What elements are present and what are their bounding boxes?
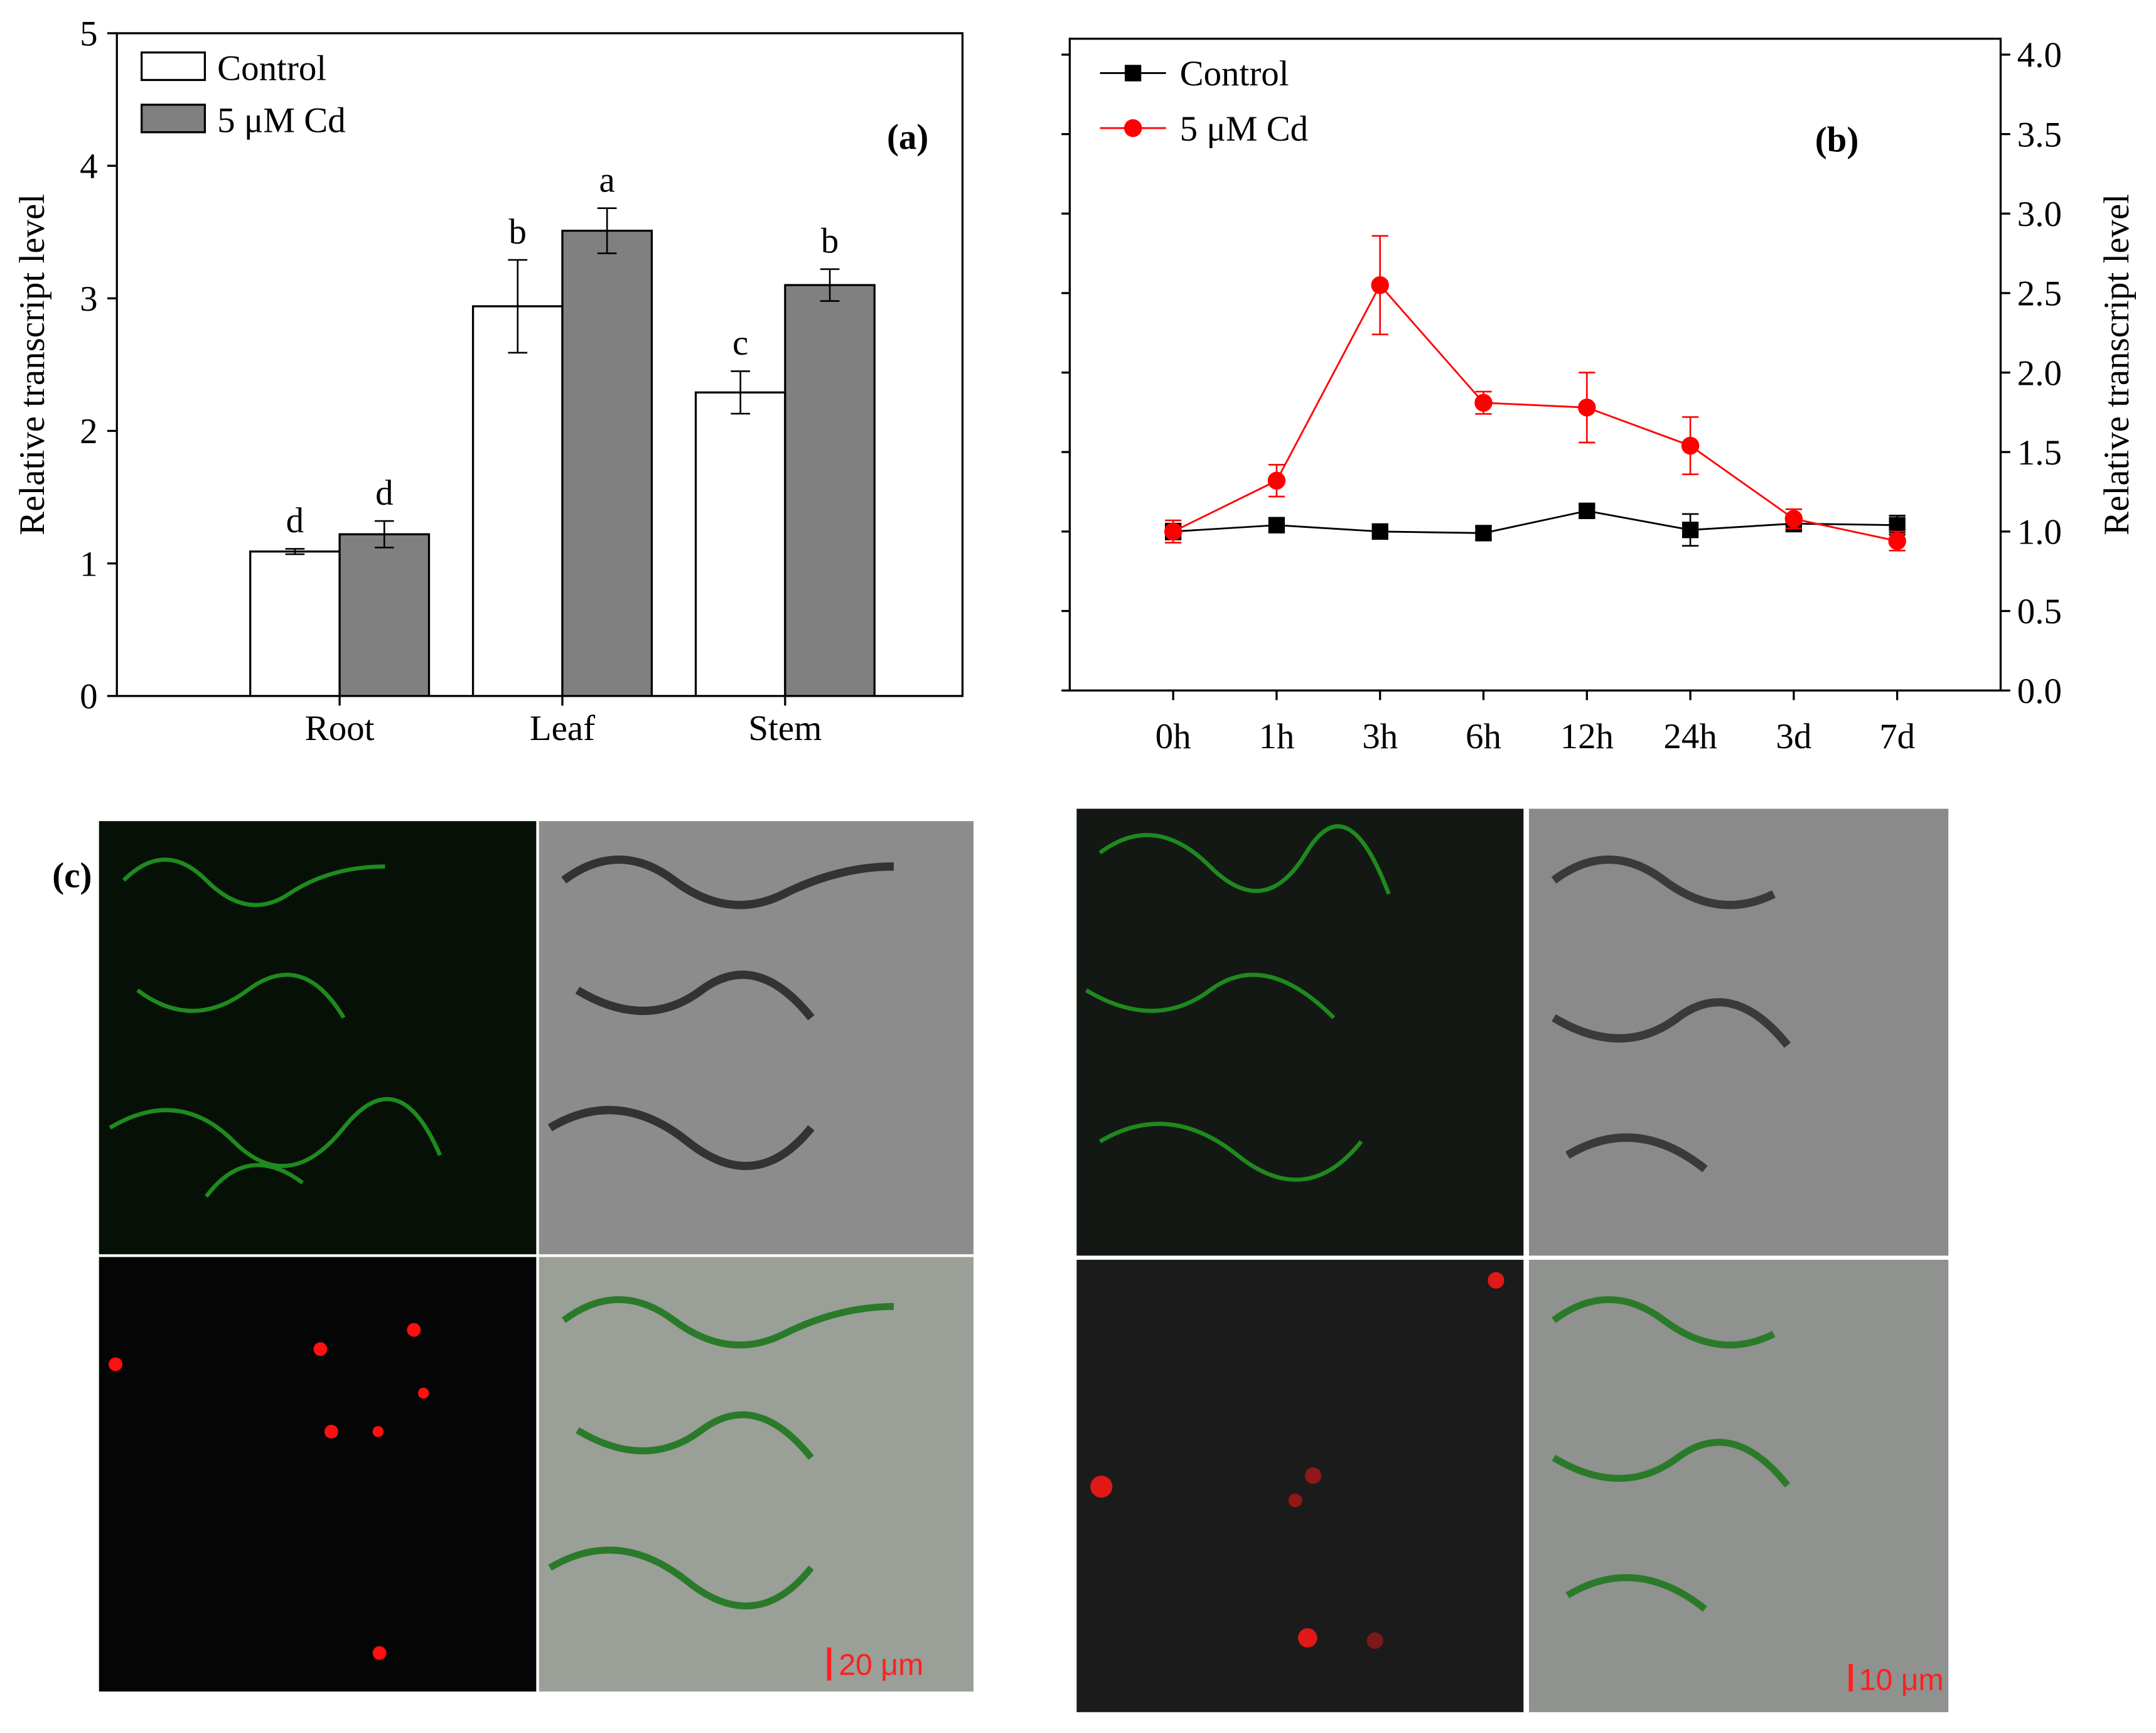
scale-bar-label: 20 μm xyxy=(839,1648,923,1682)
series-line xyxy=(1172,283,1897,542)
legend-label: 5 μM Cd xyxy=(1180,109,1309,149)
x-tick-label: Root xyxy=(305,709,375,748)
y-tick-label: 1.0 xyxy=(2017,513,2062,552)
x-tick-label: 1h xyxy=(1258,717,1294,756)
y-tick-label: 1.5 xyxy=(2017,433,2062,473)
x-tick-label: 3d xyxy=(1776,717,1811,756)
y-tick-label: 2.5 xyxy=(2017,274,2062,314)
x-tick-label: Stem xyxy=(748,709,822,748)
data-point xyxy=(1579,502,1596,520)
data-point xyxy=(1681,522,1699,539)
panel-label: (a) xyxy=(887,117,928,157)
data-point xyxy=(1681,436,1700,455)
legend-swatch xyxy=(140,104,206,134)
data-point xyxy=(1268,517,1285,534)
series-line xyxy=(1173,510,1897,534)
merged-image xyxy=(1529,1260,1949,1712)
cell-outline xyxy=(109,857,442,1198)
bar xyxy=(471,305,564,697)
cell-outline xyxy=(547,856,894,1171)
cell-outline xyxy=(1552,1296,1791,1612)
y-tick-label: 4.0 xyxy=(2017,36,2062,75)
bar xyxy=(694,391,786,697)
x-tick-label: 12h xyxy=(1560,717,1614,756)
gfp-image xyxy=(1076,808,1524,1256)
bar xyxy=(561,229,653,697)
panel-label: (c) xyxy=(52,856,92,895)
data-point xyxy=(1164,522,1183,541)
x-tick-label: 24h xyxy=(1663,717,1717,756)
y-tick-label: 0.5 xyxy=(2017,592,2062,631)
y-tick-label: 2.0 xyxy=(2017,353,2062,393)
y-tick-label: 3.5 xyxy=(2017,115,2062,154)
nuclei xyxy=(109,1323,429,1660)
merged-image xyxy=(539,1257,974,1692)
nucleus-image xyxy=(99,1257,537,1692)
legend-label: 5 μM Cd xyxy=(217,101,346,141)
significance-label: d xyxy=(286,501,304,540)
data-point xyxy=(1371,523,1388,540)
data-point xyxy=(1371,276,1389,294)
nuclei xyxy=(1090,1272,1504,1650)
legend-swatch xyxy=(140,51,206,82)
y-tick-label: 1 xyxy=(80,544,97,584)
y-tick-label: 4 xyxy=(80,147,97,186)
y-axis-label: Relative transcript level xyxy=(13,194,52,535)
data-point xyxy=(1784,510,1803,528)
data-point xyxy=(1578,399,1596,417)
x-tick-label: 0h xyxy=(1156,717,1191,756)
cell-outline xyxy=(1551,856,1791,1172)
data-point xyxy=(1474,394,1493,412)
significance-label: a xyxy=(599,160,615,200)
legend-label: Control xyxy=(1180,54,1289,94)
y-tick-label: 5 xyxy=(80,14,97,54)
y-tick-label: 0.0 xyxy=(2017,672,2062,711)
x-tick-label: Leaf xyxy=(530,709,595,748)
x-tick-label: 7d xyxy=(1879,717,1915,756)
plot-frame xyxy=(1068,38,2002,692)
x-tick-label: 3h xyxy=(1362,717,1398,756)
nucleus-image xyxy=(1076,1260,1524,1712)
data-point xyxy=(1267,471,1286,490)
significance-label: b xyxy=(821,222,839,261)
cell-outline xyxy=(548,1296,894,1610)
bar xyxy=(784,284,876,697)
micrograph-group xyxy=(99,808,1949,1712)
bar xyxy=(249,550,341,697)
data-point xyxy=(1475,525,1492,542)
bar xyxy=(338,533,431,697)
y-axis-label: Relative transcript level xyxy=(2097,194,2137,535)
y-tick-label: 2 xyxy=(80,412,97,451)
y-tick-label: 3 xyxy=(80,279,97,319)
significance-label: c xyxy=(732,323,748,363)
data-point xyxy=(1888,532,1906,550)
y-tick-label: 3.0 xyxy=(2017,195,2062,234)
legend-label: Control xyxy=(217,48,326,88)
legend-marker xyxy=(1124,119,1142,137)
legend-marker xyxy=(1124,65,1142,82)
x-tick-label: 6h xyxy=(1466,717,1501,756)
panel-label: (b) xyxy=(1815,120,1859,159)
scale-bar-label: 10 μm xyxy=(1859,1663,1944,1697)
brightfield-image xyxy=(539,821,974,1255)
y-tick-label: 0 xyxy=(80,677,97,717)
significance-label: d xyxy=(375,473,393,513)
cell-outline xyxy=(1085,824,1391,1182)
gfp-image xyxy=(99,821,537,1255)
significance-label: b xyxy=(509,212,527,252)
data-point xyxy=(1889,517,1906,534)
